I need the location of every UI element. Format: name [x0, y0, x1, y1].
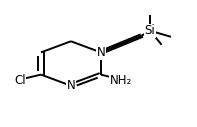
- Text: Si: Si: [145, 24, 155, 37]
- Text: N: N: [97, 46, 105, 59]
- Text: NH₂: NH₂: [110, 74, 132, 87]
- Text: N: N: [67, 79, 75, 92]
- Text: Cl: Cl: [14, 74, 26, 87]
